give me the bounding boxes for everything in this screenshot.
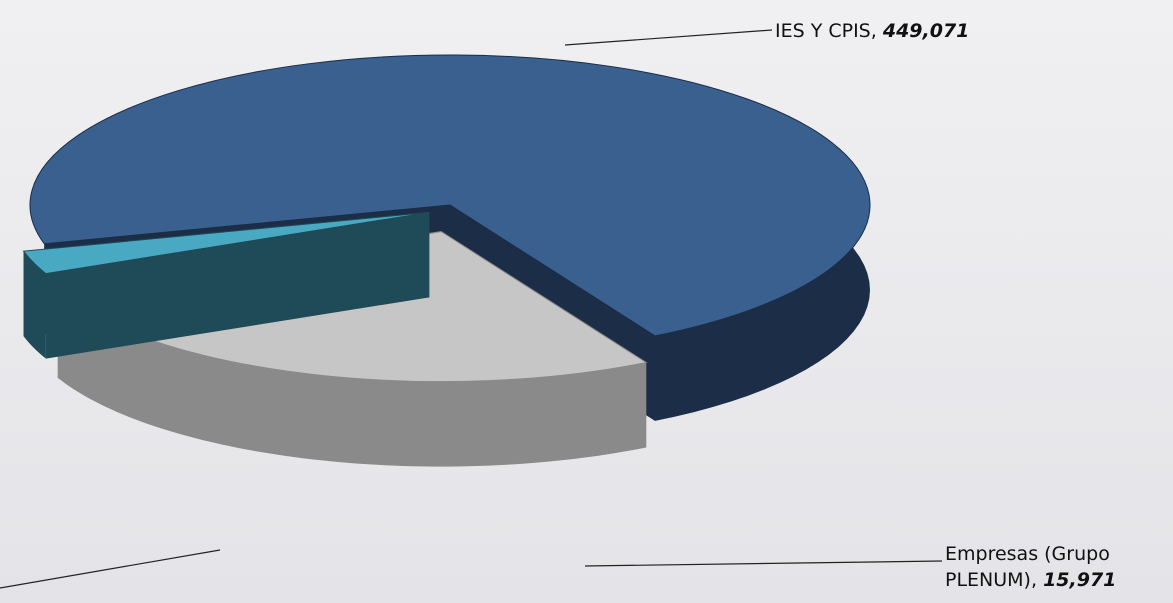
category-label: PLENUM) [945,569,1031,591]
leader-line [564,29,773,46]
value-label: 15,971 [1043,569,1116,591]
data-label: IES Y CPIS, 449,071 [775,20,969,42]
category-label: Empresas (Grupo [945,543,1110,565]
slice [29,54,871,337]
data-label: Empresas (Grupo PLENUM), 15,971 [945,543,1116,591]
leader-line [0,549,221,589]
slice [22,211,430,275]
slice-wall [57,292,647,467]
separator: , [1031,569,1037,591]
category-label: IES Y CPIS [775,20,871,42]
pie [22,54,871,467]
slice-wall [23,251,46,359]
separator: , [871,20,877,42]
value-label: 449,071 [882,20,970,42]
leader-line [584,560,943,567]
